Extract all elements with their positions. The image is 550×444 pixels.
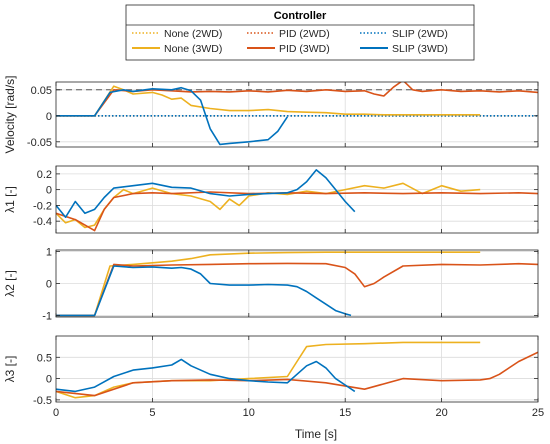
panel-3-ytick-label-2: 1 bbox=[46, 247, 52, 259]
panel-1-series-6 bbox=[56, 86, 289, 146]
legend-label-4: None (3WD) bbox=[164, 43, 222, 55]
panel-2-series-2 bbox=[56, 191, 538, 232]
panel-3-series bbox=[56, 251, 538, 317]
panel-4-series bbox=[56, 341, 538, 399]
panel-1-series bbox=[56, 82, 538, 146]
x-tick-label-5: 25 bbox=[532, 407, 544, 419]
panels: -0.05 0 0.05 Velocity [rad/s] -0.4 -0.2 0 0.2 λ1… bbox=[3, 75, 544, 419]
panel-4-frame bbox=[55, 335, 539, 403]
panel-3-series-3 bbox=[56, 265, 352, 317]
legend-label-2: PID (2WD) bbox=[279, 28, 330, 40]
legend-label-5: PID (3WD) bbox=[279, 43, 330, 55]
x-tick-label-0: 0 bbox=[53, 407, 59, 419]
x-axis-label: Time [s] bbox=[295, 427, 337, 441]
panel-2-ylabel: λ1 [-] bbox=[3, 186, 17, 213]
panel-4-ylabel: λ3 [-] bbox=[3, 356, 17, 383]
x-tick-labels: 0 5 10 15 20 25 bbox=[53, 407, 544, 419]
panel-3: -1 0 1 λ2 [-] bbox=[3, 247, 539, 322]
panel-1-series-5 bbox=[56, 82, 538, 117]
panel-4-background bbox=[56, 336, 538, 402]
panel-4-series-2 bbox=[56, 351, 538, 397]
panel-4: -0.5 0 0.5 λ3 [-] bbox=[3, 335, 539, 407]
x-tick-label-2: 10 bbox=[243, 407, 255, 419]
panel-2-frame bbox=[55, 165, 539, 234]
x-tick-label-1: 5 bbox=[149, 407, 155, 419]
legend-label-6: SLIP (3WD) bbox=[392, 43, 448, 55]
panel-1-frame bbox=[55, 81, 539, 148]
legend: Controller None (2WD) PID (2WD) SLIP (2WD)… bbox=[125, 4, 475, 61]
legend-entries: None (2WD) PID (2WD) SLIP (2WD) None (3WD) P… bbox=[132, 28, 448, 55]
panel-4-ytick-label-1: 0 bbox=[46, 374, 52, 386]
panel-2-ytick-label-3: 0.2 bbox=[37, 169, 52, 181]
panel-2-series bbox=[56, 169, 538, 232]
panel-2-ytick-label-1: -0.2 bbox=[33, 200, 52, 212]
x-tick-label-4: 20 bbox=[435, 407, 447, 419]
panel-2: -0.4 -0.2 0 0.2 λ1 [-] bbox=[3, 165, 539, 234]
panel-1-ytick-label-2: 0.05 bbox=[31, 85, 52, 97]
panel-1-ytick-label-0: -0.05 bbox=[27, 137, 52, 149]
panel-2-background bbox=[56, 166, 538, 233]
panel-4-series-3 bbox=[56, 358, 356, 393]
panel-1-ytick-label-1: 0 bbox=[46, 111, 52, 123]
legend-box bbox=[125, 4, 475, 61]
panel-3-ylabel: λ2 [-] bbox=[3, 270, 17, 297]
panel-2-series-3 bbox=[56, 169, 356, 218]
panel-1: -0.05 0 0.05 Velocity [rad/s] bbox=[3, 75, 539, 154]
panel-1-series-4 bbox=[56, 85, 481, 117]
panel-3-ytick-label-1: 0 bbox=[46, 279, 52, 291]
panel-2-ytick-label-2: 0 bbox=[46, 185, 52, 197]
panel-3-series-2 bbox=[56, 262, 538, 317]
panel-4-ytick-label-0: -0.5 bbox=[33, 395, 52, 407]
panel-1-ylabel: Velocity [rad/s] bbox=[3, 75, 17, 153]
panel-2-ytick-label-0: -0.4 bbox=[33, 216, 52, 228]
panel-3-ytick-label-0: -1 bbox=[42, 310, 52, 322]
legend-title: Controller bbox=[274, 10, 327, 22]
panel-4-grid bbox=[56, 336, 538, 402]
legend-label-1: None (2WD) bbox=[164, 28, 222, 40]
panel-4-series-1 bbox=[56, 341, 481, 399]
x-tick-label-3: 15 bbox=[339, 407, 351, 419]
legend-label-3: SLIP (2WD) bbox=[392, 28, 448, 40]
panel-4-ytick-label-2: 0.5 bbox=[37, 352, 52, 364]
